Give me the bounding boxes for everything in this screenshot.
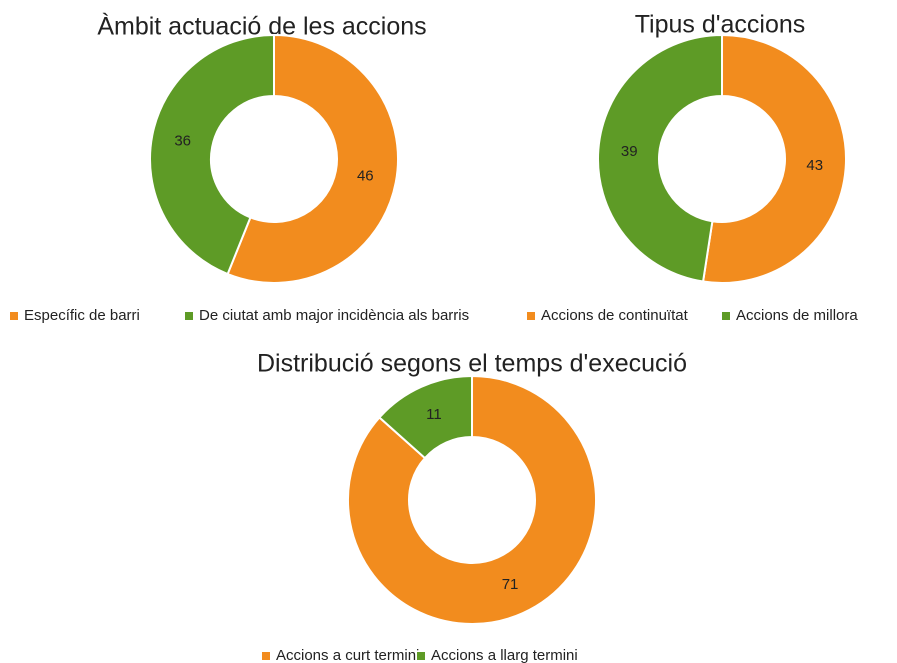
donut-slice [149,33,275,276]
donut-slice [226,33,399,284]
data-label: 43 [806,157,823,174]
data-label: 39 [621,143,638,160]
data-label: 36 [174,132,191,149]
legend-label: Accions de continuïtat [541,307,689,324]
donut-slice [378,374,473,460]
data-label: 71 [502,576,519,593]
legend-swatch [722,312,730,320]
chart-title: Tipus d'accions [635,11,806,39]
data-label: 11 [426,406,442,423]
donut-slice [701,33,847,284]
legend-label: Accions de millora [736,307,858,324]
donut-slice [347,374,597,625]
legend-label: De ciutat amb major incidència als barri… [199,307,469,324]
legend-label: Accions a llarg termini [431,647,578,663]
legend-swatch [10,312,18,320]
legend-label: Específic de barri [24,307,140,324]
legend-swatch [185,312,193,320]
legend-swatch [527,312,535,320]
data-label: 46 [357,168,374,185]
legend-swatch [262,652,270,660]
donut-slice [596,33,723,283]
legend-label: Accions a curt termini [276,647,419,663]
legend-swatch [417,652,425,660]
chart-title: Distribució segons el temps d'execució [257,350,687,378]
